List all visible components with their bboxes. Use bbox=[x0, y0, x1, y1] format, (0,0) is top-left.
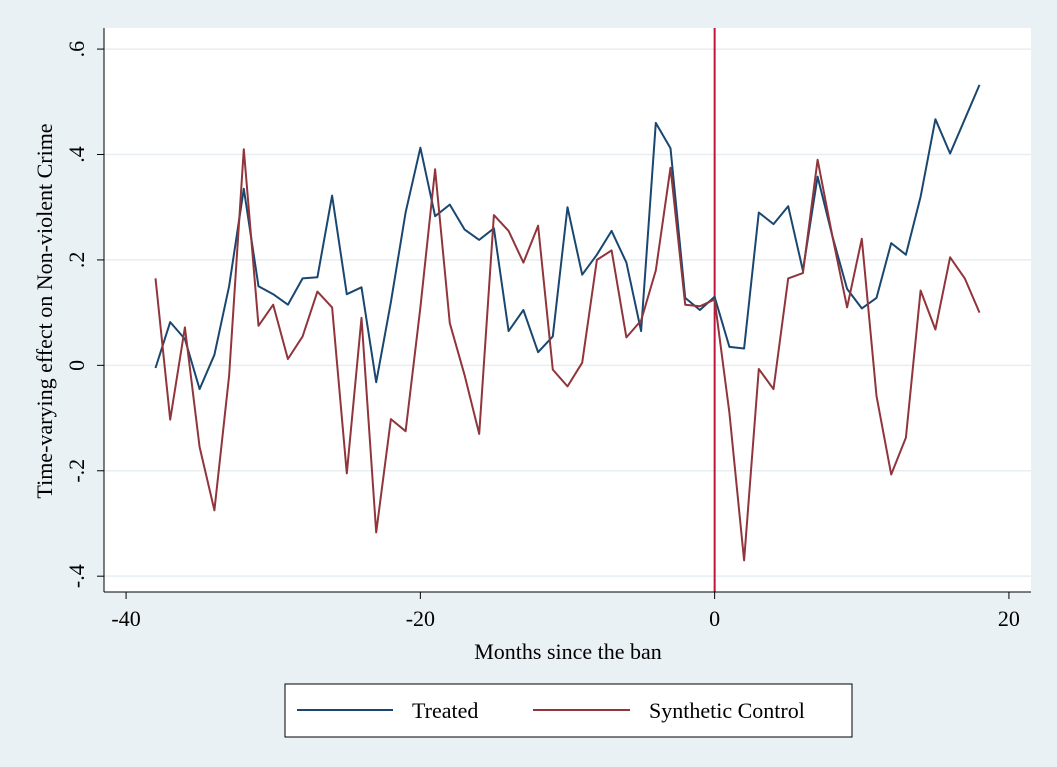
y-tick-label: .2 bbox=[64, 252, 89, 269]
plot-area bbox=[104, 28, 1031, 592]
y-tick-label: -.4 bbox=[64, 564, 89, 588]
series-line-synthetic-control bbox=[154, 148, 981, 562]
x-tick-label: -40 bbox=[111, 606, 140, 631]
x-axis-title: Months since the ban bbox=[474, 639, 662, 664]
ticks: -.4 -.2 0 .2 .4 .6 -40 -20 0 20 bbox=[64, 41, 1020, 631]
x-tick-label: 0 bbox=[709, 606, 720, 631]
y-axis-title: Time-varying effect on Non-violent Crime bbox=[32, 123, 57, 498]
x-tick-label: -20 bbox=[406, 606, 435, 631]
axes bbox=[103, 28, 1031, 593]
series-layer bbox=[154, 84, 981, 562]
legend-label-treated: Treated bbox=[412, 698, 478, 723]
grid bbox=[104, 48, 1031, 577]
y-tick-label: -.2 bbox=[64, 459, 89, 483]
legend-label-synthetic-control: Synthetic Control bbox=[649, 698, 805, 723]
x-tick-label: 20 bbox=[998, 606, 1020, 631]
y-tick-label: .4 bbox=[64, 146, 89, 163]
legend: Treated Synthetic Control bbox=[284, 683, 853, 738]
series-line-treated bbox=[154, 84, 981, 391]
y-tick-label: 0 bbox=[64, 360, 89, 371]
y-tick-label: .6 bbox=[64, 41, 89, 58]
